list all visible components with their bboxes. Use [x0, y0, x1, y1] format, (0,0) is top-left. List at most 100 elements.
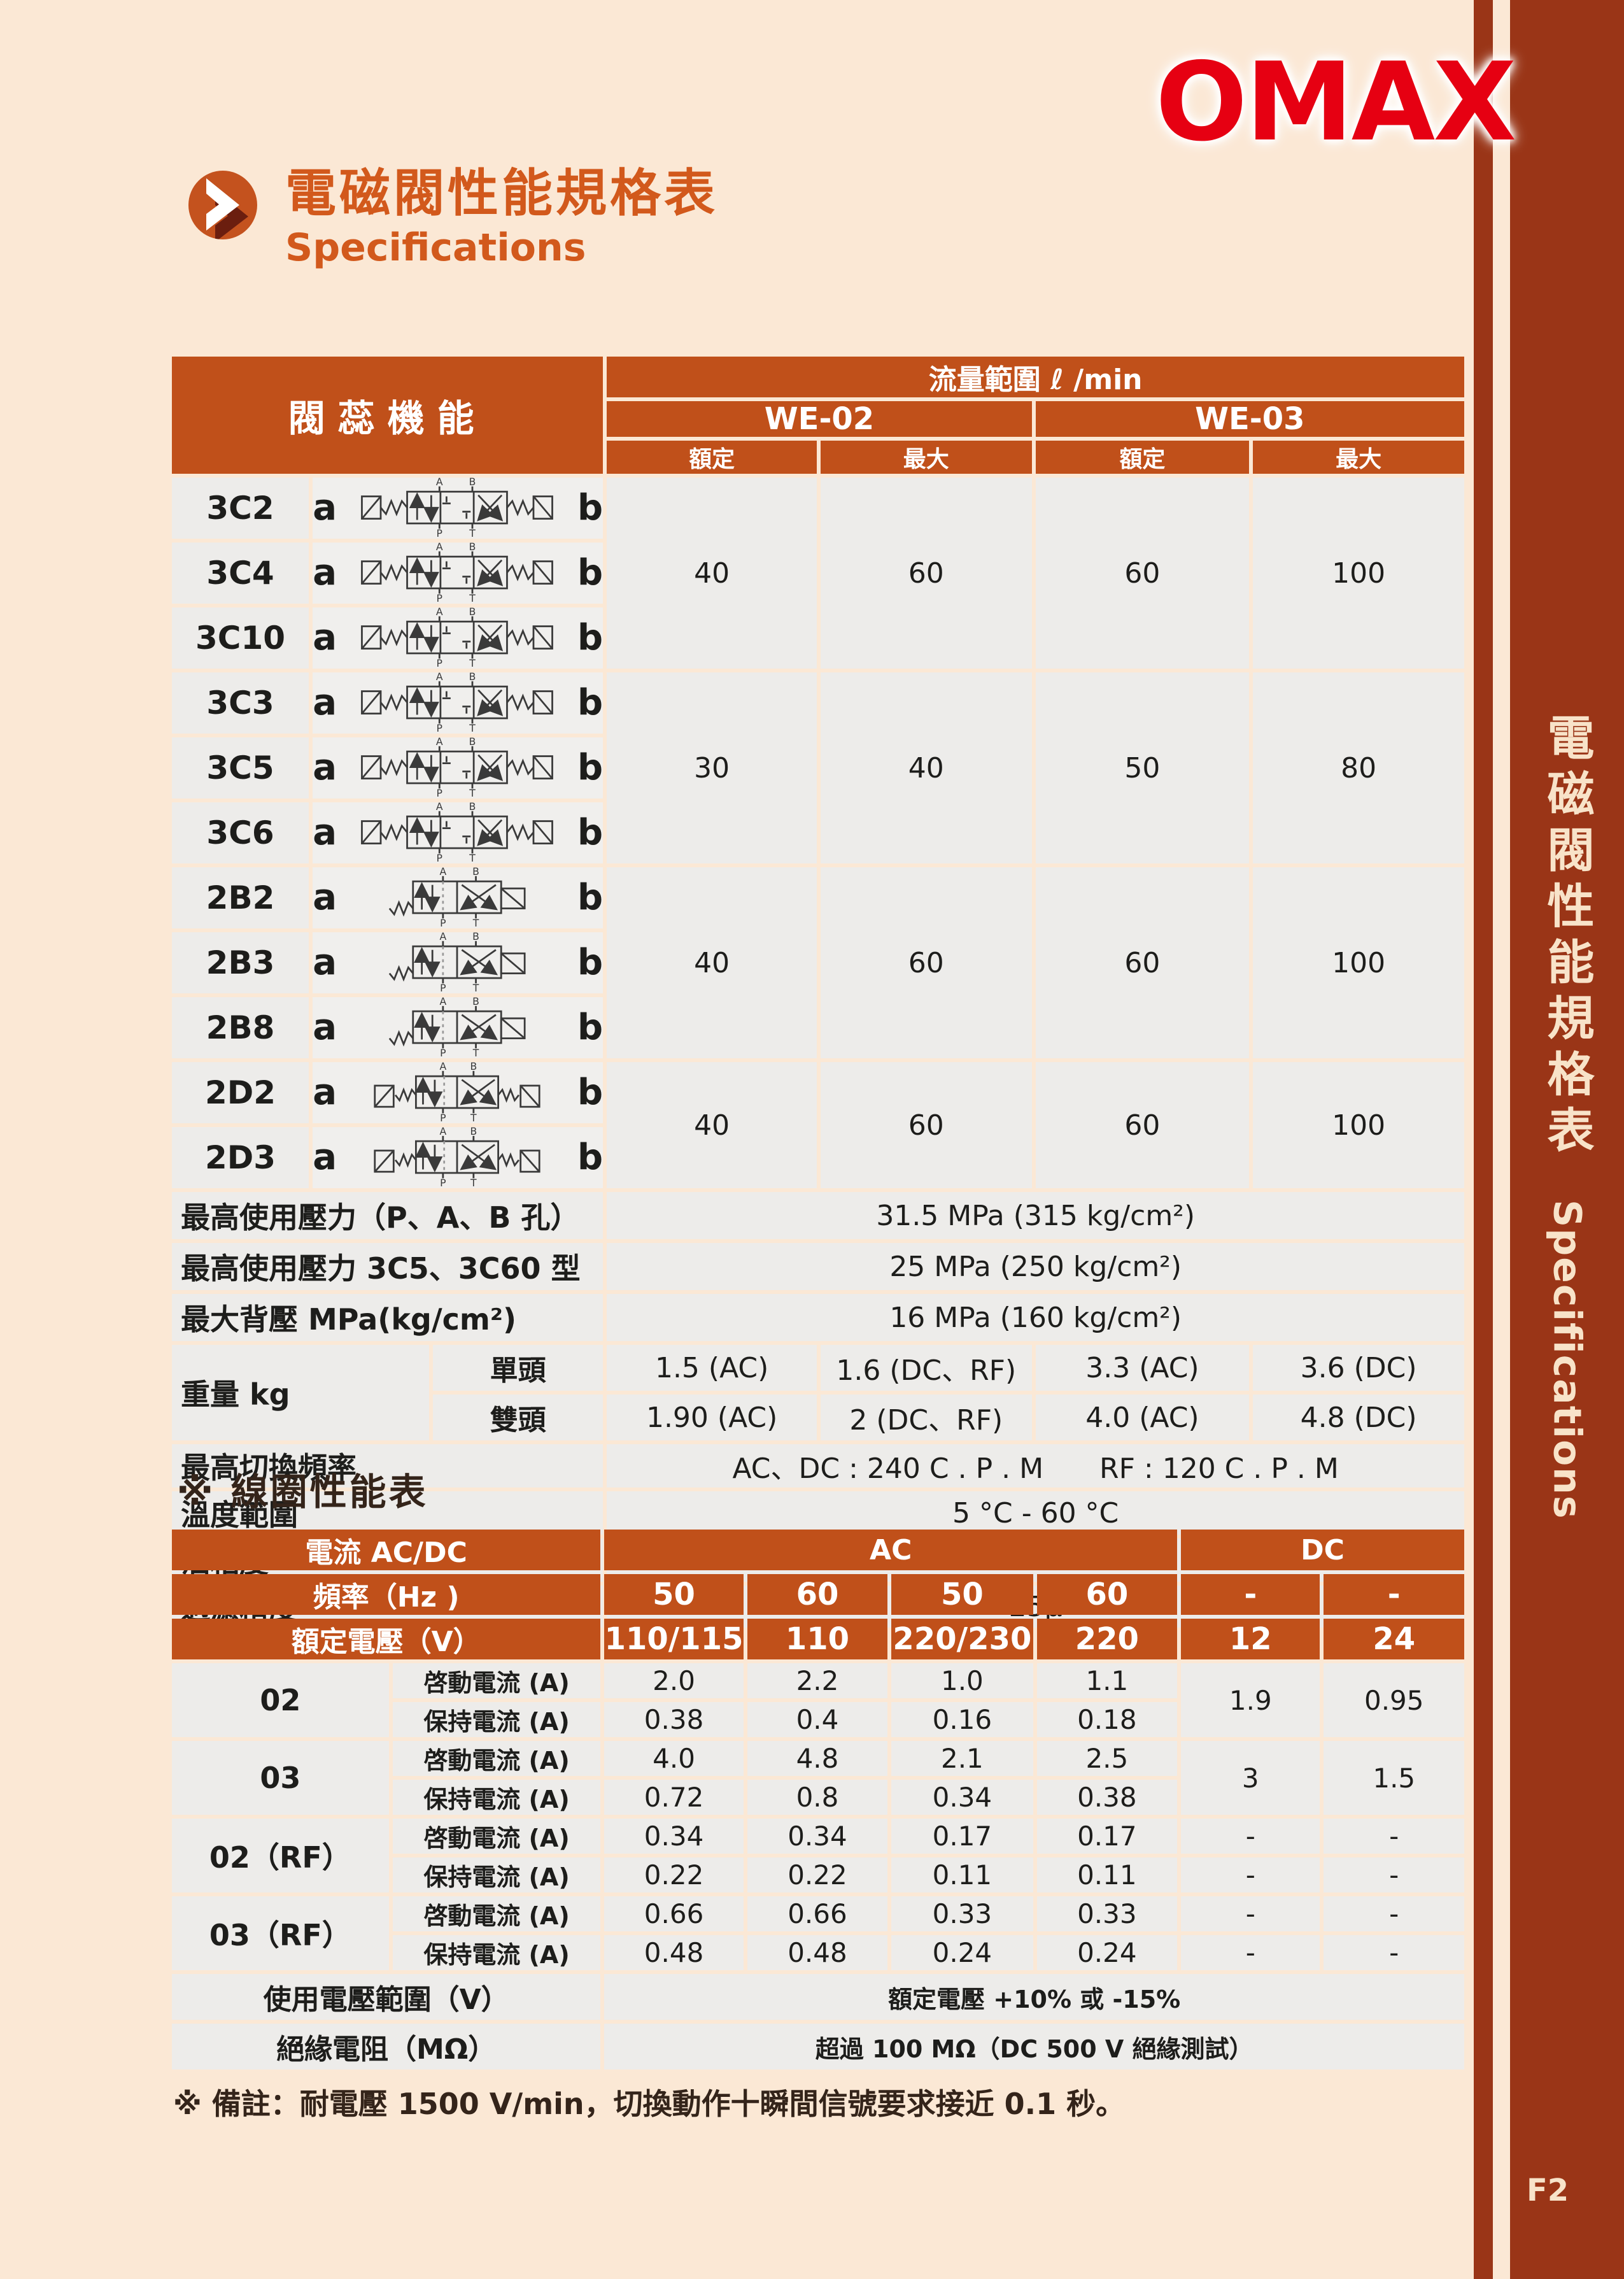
- coil-value: 0.66: [747, 1896, 888, 1931]
- subheader-max: 最大: [1253, 441, 1464, 474]
- solenoid-a-label: a: [313, 812, 337, 853]
- freq-value: 60: [1036, 1574, 1178, 1615]
- flow-value: 60: [1035, 867, 1250, 1058]
- freq-value: -: [1324, 1574, 1464, 1615]
- valve-code: 2B8: [172, 997, 309, 1058]
- weight-value: 3.6 (DC): [1253, 1345, 1464, 1391]
- coil-value: 0.16: [891, 1702, 1033, 1737]
- coil-value: 0.11: [891, 1857, 1033, 1892]
- solenoid-b-label: b: [577, 1072, 604, 1113]
- holding-label: 保持電流 (A): [392, 1780, 601, 1815]
- valve-code: 3C10: [172, 607, 309, 669]
- coil-value: 0.34: [891, 1780, 1033, 1815]
- coil-group-label: 02（RF）: [172, 1819, 389, 1892]
- holding-label: 保持電流 (A): [392, 1702, 601, 1737]
- valve-symbol-3c10-icon: [352, 607, 562, 669]
- flow-value: 50: [1035, 672, 1250, 863]
- solenoid-a-label: a: [313, 487, 337, 529]
- solenoid-b-label: b: [577, 812, 604, 853]
- solenoid-b-label: b: [577, 942, 604, 983]
- coil-value: 4.0: [604, 1741, 744, 1776]
- solenoid-b-label: b: [577, 1137, 604, 1178]
- valve-code: 2D3: [172, 1127, 309, 1188]
- weight-value: 4.0 (AC): [1035, 1395, 1250, 1440]
- solenoid-b-label: b: [577, 617, 604, 658]
- flow-value: 40: [607, 478, 817, 669]
- side-tab-text: 電磁閥性能規格表 Specifications: [1510, 713, 1624, 1520]
- solenoid-a-label: a: [313, 877, 337, 918]
- holding-label: 保持電流 (A): [392, 1935, 601, 1970]
- voltage-value: 110: [747, 1619, 888, 1659]
- valve-code: 3C2: [172, 478, 309, 539]
- solenoid-a-label: a: [313, 617, 337, 658]
- solenoid-b-label: b: [577, 747, 604, 788]
- coil-value: 0.22: [604, 1857, 744, 1892]
- weight-value: 3.3 (AC): [1035, 1345, 1250, 1391]
- ac-header: AC: [604, 1530, 1178, 1570]
- weight-value: 1.6 (DC、RF): [820, 1345, 1032, 1391]
- solenoid-a-label: a: [313, 747, 337, 788]
- spec-value: AC、DC : 240 C . P . M RF : 120 C . P . M: [607, 1444, 1464, 1487]
- coil-value: -: [1181, 1857, 1320, 1892]
- coil-value: 0.34: [604, 1819, 744, 1854]
- flow-value: 100: [1253, 478, 1464, 669]
- coil-value-dc: 1.5: [1324, 1741, 1464, 1815]
- solenoid-a-label: a: [313, 682, 337, 723]
- valve-symbol-2b2-icon: [352, 867, 562, 928]
- coil-value: 0.38: [1036, 1780, 1178, 1815]
- weight-sub-label: 雙頭: [432, 1395, 604, 1440]
- solenoid-a-label: a: [313, 1072, 337, 1113]
- spec-value: 25 MPa (250 kg/cm²): [607, 1243, 1464, 1290]
- flow-value: 100: [1253, 867, 1464, 1058]
- coil-value: 0.48: [604, 1935, 744, 1970]
- freq-header: 頻率（Hz ): [172, 1574, 601, 1615]
- model-header-we03: WE-03: [1035, 401, 1464, 437]
- spec-value: 31.5 MPa (315 kg/cm²): [607, 1192, 1464, 1239]
- coil-value: 0.24: [1036, 1935, 1178, 1970]
- coil-group-label: 03: [172, 1741, 389, 1815]
- coil-footer-label: 使用電壓範圍（V）: [172, 1974, 601, 2020]
- inrush-label: 啓動電流 (A): [392, 1663, 601, 1698]
- freq-value: 50: [604, 1574, 744, 1615]
- flow-value: 60: [820, 478, 1032, 669]
- valve-symbol-3c2-icon: [352, 478, 562, 539]
- coil-value: -: [1181, 1896, 1320, 1931]
- current-header: 電流 AC/DC: [172, 1530, 601, 1570]
- page-title: 電磁閥性能規格表 Specifications: [285, 167, 718, 271]
- solenoid-b-label: b: [577, 877, 604, 918]
- weight-label: 重量 kg: [172, 1345, 429, 1440]
- voltage-value: 110/115: [604, 1619, 744, 1659]
- valve-symbol-2b3-icon: [352, 932, 562, 993]
- flow-value: 40: [607, 1062, 817, 1188]
- valve-symbol-2b8-icon: [352, 997, 562, 1058]
- flow-value: 60: [820, 1062, 1032, 1188]
- subheader-rated: 額定: [1035, 441, 1250, 474]
- coil-value: -: [1324, 1896, 1464, 1931]
- flow-value: 40: [607, 867, 817, 1058]
- coil-value: 0.17: [891, 1819, 1033, 1854]
- spec-label: 最大背壓 MPa(kg/cm²): [172, 1294, 604, 1341]
- coil-value: 2.1: [891, 1741, 1033, 1776]
- valve-code: 2D2: [172, 1062, 309, 1123]
- weight-value: 4.8 (DC): [1253, 1395, 1464, 1440]
- coil-value-dc: 1.9: [1181, 1663, 1320, 1737]
- footnote: ※ 備註：耐電壓 1500 V/min，切換動作十瞬間信號要求接近 0.1 秒。: [173, 2087, 1126, 2121]
- coil-value: 1.0: [891, 1663, 1033, 1698]
- inrush-label: 啓動電流 (A): [392, 1741, 601, 1776]
- coil-value: 0.66: [604, 1896, 744, 1931]
- dc-header: DC: [1181, 1530, 1464, 1570]
- solenoid-a-label: a: [313, 1137, 337, 1178]
- accent-stripe: [1474, 0, 1493, 2279]
- valve-code: 3C4: [172, 543, 309, 604]
- flow-value: 40: [820, 672, 1032, 863]
- solenoid-b-label: b: [577, 1007, 604, 1048]
- coil-value: -: [1324, 1819, 1464, 1854]
- side-tab-title-zh: 電磁閥性能規格表: [1539, 713, 1594, 1161]
